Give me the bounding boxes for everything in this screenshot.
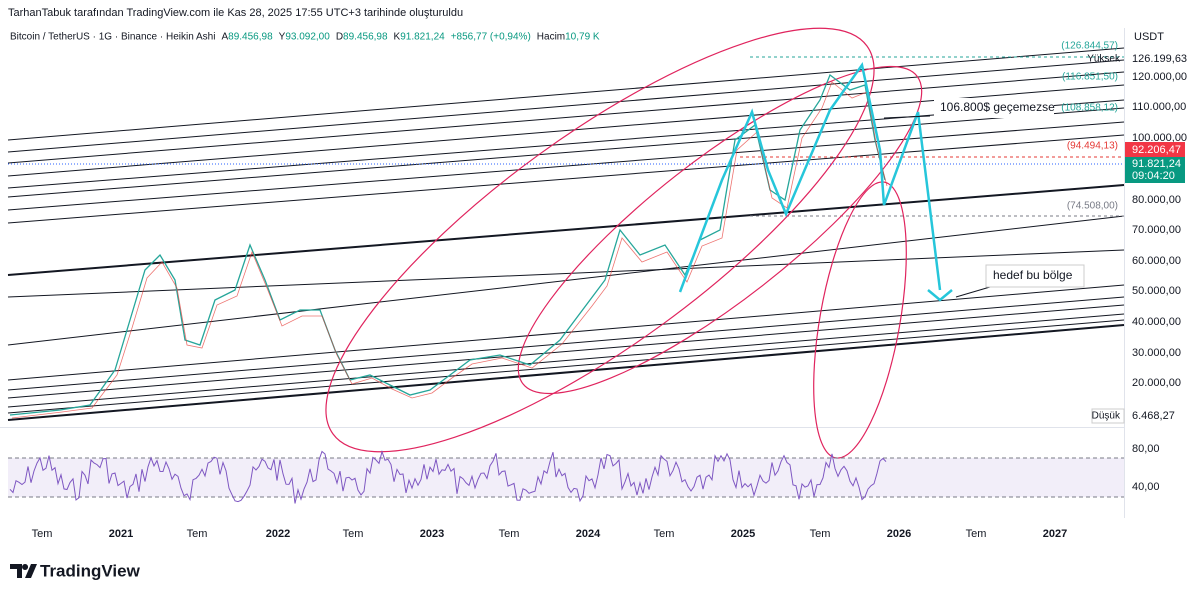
levels: (126.844,57) (116.851,50) (108.858,12) (94.… bbox=[1061, 41, 1118, 212]
pane-separator bbox=[0, 427, 1124, 428]
legend-item: +856,77 (+0,94%) bbox=[451, 32, 531, 43]
annotation-leader bbox=[883, 115, 931, 119]
price-label: 70.000,00 bbox=[1132, 224, 1181, 236]
price-line bbox=[9, 73, 886, 416]
annotation-leader bbox=[955, 286, 991, 298]
badge-label: Yüksek bbox=[1087, 54, 1121, 65]
time-axis: Tem 2021 Tem 2022 Tem 2023 Tem 2024 Tem 2025 Tem 20… bbox=[32, 528, 1068, 540]
price-label: 20.000,00 bbox=[1132, 377, 1181, 389]
trend-line bbox=[7, 319, 1125, 414]
legend-item: K bbox=[394, 32, 401, 43]
projection-zigzag bbox=[678, 61, 942, 293]
rsi-label: 40,00 bbox=[1132, 481, 1160, 493]
legend: Bitcoin / TetherUS · 1G · Binance · Heik… bbox=[10, 32, 600, 43]
trend-line bbox=[7, 324, 1125, 421]
time-label: 2022 bbox=[266, 528, 290, 540]
price-axis: USDT 120.000,00 110.000,00 100.000,00 80.000… bbox=[1087, 31, 1187, 424]
legend-item: Hacim bbox=[537, 32, 565, 43]
currency: USDT bbox=[1134, 31, 1164, 43]
price-label: 100.000,00 bbox=[1132, 132, 1187, 144]
trend-line bbox=[7, 184, 1125, 276]
annotation-box bbox=[934, 98, 1054, 118]
ellipse bbox=[517, 65, 923, 395]
price-label: 80.000,00 bbox=[1132, 194, 1181, 206]
red-badge: 92.206,47 bbox=[1132, 144, 1181, 156]
trend-line bbox=[7, 249, 1125, 298]
trend-line bbox=[7, 134, 1125, 224]
last-badge: 91.821,24 bbox=[1132, 158, 1181, 170]
trend-line bbox=[7, 71, 1125, 164]
legend-item: 91.821,24 bbox=[400, 32, 445, 43]
time-label: 2027 bbox=[1043, 528, 1067, 540]
level-label: (74.508,00) bbox=[1067, 201, 1118, 212]
price-label: 50.000,00 bbox=[1132, 285, 1181, 297]
level-label: (108.858,12) bbox=[1061, 103, 1118, 114]
legend-item: 89.456,98 bbox=[343, 32, 388, 43]
time-label: Tem bbox=[654, 528, 675, 540]
price-label: 30.000,00 bbox=[1132, 347, 1181, 359]
trend-line bbox=[7, 296, 1125, 391]
time-label: Tem bbox=[810, 528, 831, 540]
price-label: 60.000,00 bbox=[1132, 255, 1181, 267]
level-label: (116.851,50) bbox=[1062, 72, 1118, 83]
badge-label: Düşük bbox=[1092, 411, 1121, 422]
low-badge: 6.468,27 bbox=[1132, 410, 1175, 422]
axis-border bbox=[1124, 28, 1125, 518]
time-label: 2023 bbox=[420, 528, 444, 540]
credit: TarhanTabuk tarafından TradingView.com i… bbox=[8, 7, 463, 19]
time-label: Tem bbox=[966, 528, 987, 540]
level-label: (94.494,13) bbox=[1067, 141, 1118, 152]
ellipse bbox=[325, 27, 875, 453]
price-label: 40.000,00 bbox=[1132, 316, 1181, 328]
rsi-line bbox=[9, 449, 887, 504]
legend-item: Bitcoin / TetherUS · 1G · Binance · Heik… bbox=[10, 32, 215, 43]
arrow-head bbox=[927, 289, 953, 302]
time-label: 2026 bbox=[887, 528, 911, 540]
annotation: 106.800$ geçemezse bbox=[940, 100, 1055, 114]
time-label: 2021 bbox=[109, 528, 133, 540]
high-badge: 126.199,63 bbox=[1132, 53, 1187, 65]
rsi-label: 80,00 bbox=[1132, 443, 1160, 455]
legend-item: Y bbox=[279, 32, 286, 43]
time-label: Tem bbox=[32, 528, 53, 540]
legend-item: 93.092,00 bbox=[285, 32, 330, 43]
time-label: Tem bbox=[499, 528, 520, 540]
trend-line bbox=[7, 107, 1125, 198]
price-label: 110.000,00 bbox=[1132, 101, 1186, 113]
level-label: (126.844,57) bbox=[1061, 41, 1118, 52]
trend-line bbox=[7, 47, 1125, 141]
time-label: Tem bbox=[187, 528, 208, 540]
logo: TradingView bbox=[10, 561, 141, 580]
logo-text: TradingView bbox=[40, 561, 141, 580]
time-label: Tem bbox=[343, 528, 364, 540]
price-line-red bbox=[11, 81, 888, 419]
countdown: 09:04:20 bbox=[1132, 170, 1175, 182]
red-badge-bg bbox=[1125, 142, 1185, 157]
time-label: 2025 bbox=[731, 528, 755, 540]
legend-item: A bbox=[221, 32, 228, 43]
annotation-box bbox=[985, 264, 1085, 288]
time-label: 2024 bbox=[576, 528, 601, 540]
trend-line bbox=[7, 313, 1125, 408]
trend-line bbox=[7, 59, 1125, 153]
low-badge-box bbox=[1091, 408, 1125, 424]
price-label: 120.000,00 bbox=[1132, 71, 1187, 83]
logo-mark bbox=[10, 564, 37, 578]
legend-item: 89.456,98 bbox=[228, 32, 273, 43]
trend-line bbox=[7, 304, 1125, 399]
annotation: hedef bu bölge bbox=[993, 268, 1073, 282]
legend-item: 10,79 K bbox=[565, 32, 600, 43]
legend-item: D bbox=[336, 32, 343, 43]
last-badge-bg bbox=[1125, 157, 1185, 183]
trend-line bbox=[7, 121, 1125, 211]
